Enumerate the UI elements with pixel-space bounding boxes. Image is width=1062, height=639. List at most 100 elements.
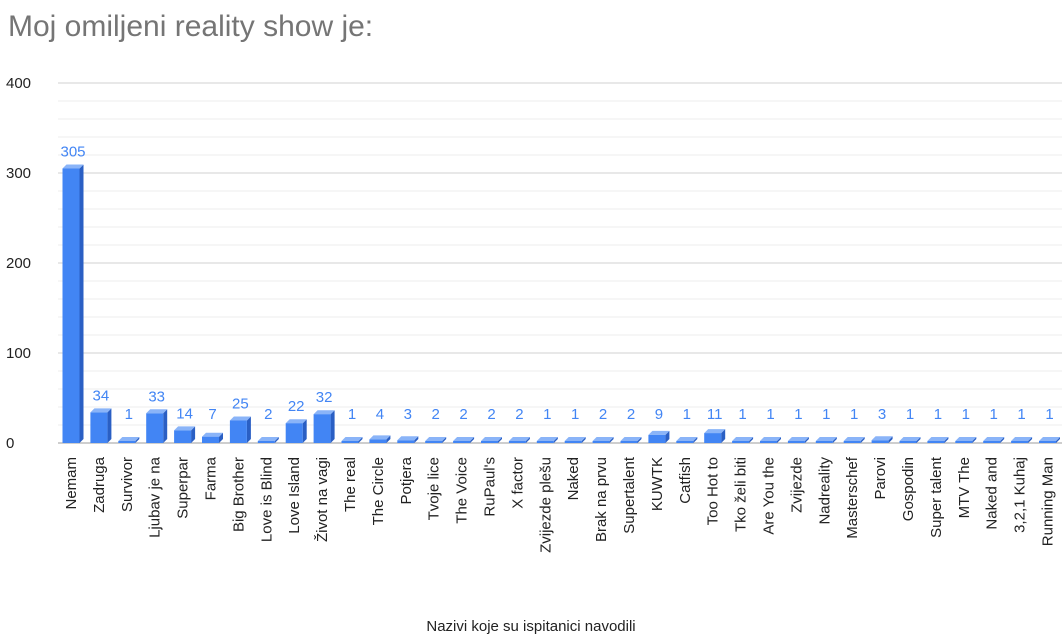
bar-top: [620, 437, 642, 441]
x-tick-label: Zvijezde plešu: [537, 457, 554, 553]
data-label: 2: [264, 406, 272, 423]
bar-side: [1000, 437, 1005, 443]
x-tick-label: X factor: [509, 457, 526, 509]
bar-side: [693, 437, 698, 443]
data-label: 2: [515, 406, 523, 423]
bar-side: [721, 429, 726, 443]
bar: [202, 432, 223, 443]
bar: [676, 437, 698, 443]
data-label: 1: [906, 406, 914, 423]
data-label: 1: [543, 406, 551, 423]
bar-top: [453, 437, 475, 441]
bar: [704, 429, 726, 443]
y-tick-label: 300: [6, 165, 31, 182]
bar-side: [163, 409, 168, 443]
bar: [871, 436, 893, 443]
bar-side: [804, 437, 809, 443]
bar-front: [90, 412, 108, 443]
bar-front: [481, 441, 498, 443]
bar-side: [191, 426, 196, 443]
x-tick-label: The Voice: [454, 457, 471, 524]
bar-top: [871, 436, 893, 441]
bar: [369, 435, 391, 443]
bar: [927, 437, 949, 443]
bar-side: [665, 430, 670, 443]
bar-front: [676, 441, 694, 443]
data-label: 1: [794, 406, 802, 423]
data-label: 2: [459, 406, 467, 423]
bar-front: [536, 441, 554, 443]
bar-front: [369, 439, 387, 443]
x-tick-label: Supertalent: [621, 456, 638, 534]
data-label: 32: [316, 389, 333, 406]
x-tick-label: 3,2,1 Kuhaj: [1012, 457, 1029, 533]
x-axis-title: Nazivi koje su ispitanici navodili: [426, 618, 636, 635]
data-label: 2: [627, 406, 635, 423]
x-tick-label: Nemam: [63, 457, 80, 510]
x-tick-label: Love is Blind: [258, 457, 275, 542]
bar-side: [553, 437, 558, 443]
x-tick-label: Tko želi biti: [733, 457, 750, 532]
bar-side: [916, 437, 921, 443]
bar-top: [146, 409, 168, 414]
bar-side: [1028, 437, 1033, 443]
x-tick-label: MTV The: [956, 457, 973, 518]
bar-top: [648, 430, 670, 435]
bar-front: [732, 441, 750, 443]
data-label: 34: [93, 387, 110, 404]
data-label: 1: [125, 406, 133, 423]
bar-side: [498, 437, 502, 443]
bar: [592, 437, 614, 443]
bar-side: [609, 437, 614, 443]
bar-side: [944, 437, 949, 443]
bar-top: [369, 435, 391, 440]
bar-top: [732, 437, 754, 441]
data-label: 1: [1017, 406, 1025, 423]
bar-front: [146, 413, 164, 443]
bar-side: [525, 437, 530, 443]
bar: [508, 437, 530, 443]
bar-side: [470, 437, 475, 443]
x-tick-label: Ljubav je na: [147, 456, 164, 538]
bar: [1039, 437, 1060, 443]
bar-side: [777, 437, 781, 443]
bar-top: [564, 437, 586, 441]
bar: [732, 437, 754, 443]
data-label: 22: [288, 398, 305, 415]
bar: [90, 408, 112, 443]
data-label: 33: [148, 388, 165, 405]
bar-top: [1039, 437, 1060, 441]
bar-front: [927, 441, 945, 443]
data-label: 2: [487, 406, 495, 423]
bar-top: [202, 432, 223, 437]
bar: [341, 437, 363, 443]
y-tick-label: 400: [6, 75, 31, 92]
bar-top: [815, 437, 837, 441]
bar-front: [453, 441, 471, 443]
x-tick-label: Gospodin: [900, 457, 917, 521]
bar-top: [313, 410, 335, 415]
bar: [564, 437, 586, 443]
bar: [481, 437, 502, 443]
bar-front: [760, 441, 777, 443]
x-tick-label: Zvijezde: [788, 457, 805, 513]
bar-side: [79, 164, 84, 443]
x-axis-ticks: Nemam Zadruga Survivor Ljubav je na Superpar…: [63, 456, 1057, 553]
x-tick-label: The real: [342, 457, 359, 512]
bar-front: [118, 441, 136, 443]
x-tick-label: Too Hot to: [705, 457, 722, 525]
bar-side: [330, 410, 335, 443]
data-label: 2: [432, 406, 440, 423]
x-tick-label: Zadruga: [91, 456, 108, 513]
bar-top: [397, 436, 419, 441]
data-label: 2: [599, 406, 607, 423]
bar-top: [508, 437, 530, 441]
bar-side: [888, 436, 893, 443]
bar-front: [62, 168, 80, 443]
bar-side: [860, 437, 865, 443]
bar: [787, 437, 809, 443]
bar: [397, 436, 419, 443]
y-tick-label: 100: [6, 345, 31, 362]
x-tick-label: The Circle: [370, 457, 387, 525]
bar: [118, 437, 140, 443]
